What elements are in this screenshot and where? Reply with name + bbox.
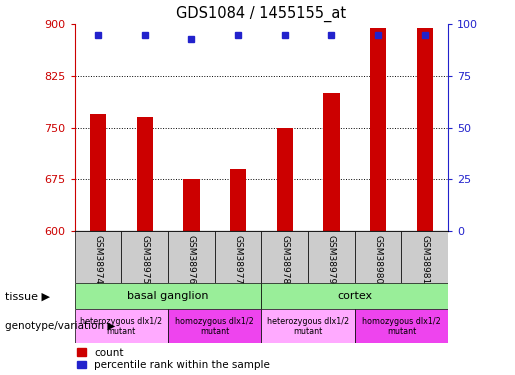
- Text: homozygous dlx1/2
mutant: homozygous dlx1/2 mutant: [175, 316, 254, 336]
- Text: GSM38974: GSM38974: [94, 235, 102, 284]
- Bar: [136, 117, 153, 231]
- Bar: [230, 169, 246, 231]
- Text: cortex: cortex: [337, 291, 372, 301]
- Bar: [75, 231, 122, 283]
- Bar: [261, 231, 308, 283]
- Bar: [323, 93, 339, 231]
- Legend: count, percentile rank within the sample: count, percentile rank within the sample: [77, 348, 270, 370]
- Bar: [277, 128, 293, 231]
- Title: GDS1084 / 1455155_at: GDS1084 / 1455155_at: [176, 5, 347, 22]
- Bar: [168, 309, 261, 343]
- Bar: [90, 114, 106, 231]
- Bar: [355, 231, 401, 283]
- Text: heterozygous dlx1/2
mutant: heterozygous dlx1/2 mutant: [267, 316, 349, 336]
- Bar: [183, 179, 199, 231]
- Bar: [308, 231, 355, 283]
- Bar: [168, 231, 215, 283]
- Bar: [215, 231, 261, 283]
- Text: GSM38975: GSM38975: [140, 235, 149, 284]
- Bar: [370, 28, 386, 231]
- Bar: [75, 283, 261, 309]
- Text: homozygous dlx1/2
mutant: homozygous dlx1/2 mutant: [362, 316, 441, 336]
- Text: GSM38980: GSM38980: [373, 235, 383, 284]
- Bar: [417, 28, 433, 231]
- Text: GSM38976: GSM38976: [187, 235, 196, 284]
- Text: heterozygous dlx1/2
mutant: heterozygous dlx1/2 mutant: [80, 316, 162, 336]
- Bar: [355, 309, 448, 343]
- Bar: [261, 283, 448, 309]
- Text: GSM38981: GSM38981: [420, 235, 429, 284]
- Text: GSM38978: GSM38978: [280, 235, 289, 284]
- Text: basal ganglion: basal ganglion: [127, 291, 209, 301]
- Bar: [75, 309, 168, 343]
- Text: GSM38979: GSM38979: [327, 235, 336, 284]
- Text: genotype/variation ▶: genotype/variation ▶: [5, 321, 115, 331]
- Text: GSM38977: GSM38977: [233, 235, 243, 284]
- Bar: [261, 309, 355, 343]
- Bar: [122, 231, 168, 283]
- Bar: [401, 231, 448, 283]
- Text: tissue ▶: tissue ▶: [5, 291, 50, 301]
